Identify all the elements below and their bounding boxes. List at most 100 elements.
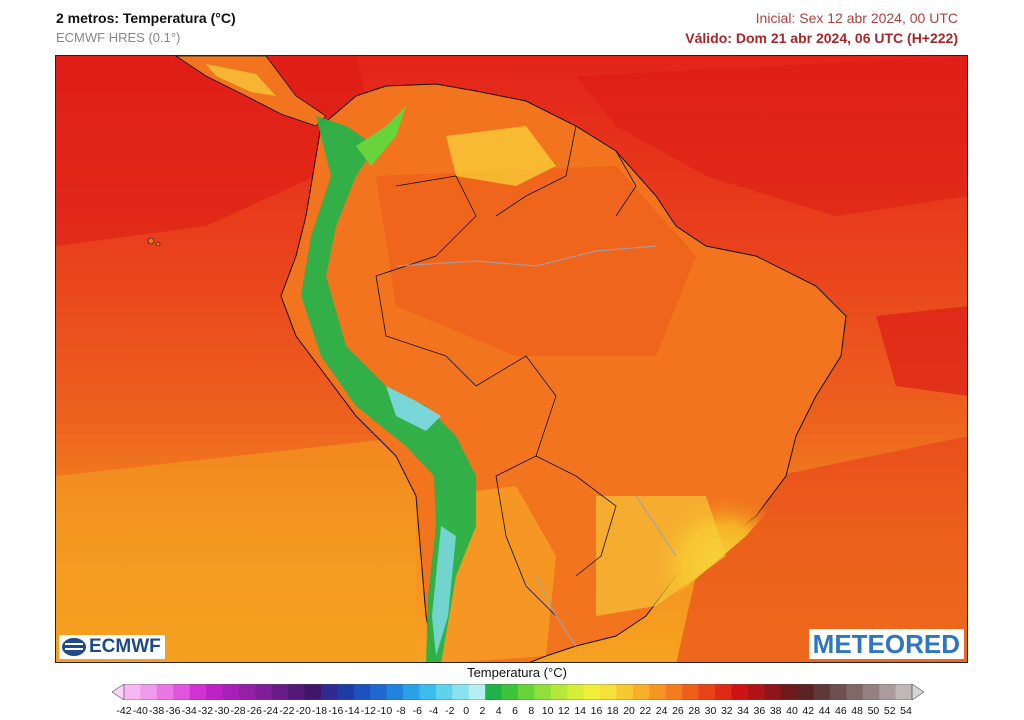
legend-tick-label: 42 — [802, 705, 815, 717]
legend-tick-label: -32 — [197, 705, 214, 717]
colorbar-swatch — [206, 684, 223, 700]
legend-tick-label: -16 — [328, 705, 344, 717]
header-right: Inicial: Sex 12 abr 2024, 00 UTC Válido:… — [685, 8, 958, 48]
legend-tick-label: 14 — [574, 705, 586, 717]
legend-tick-label: 44 — [818, 705, 831, 717]
colorbar-swatch — [124, 684, 141, 700]
legend-tick-label: -38 — [148, 705, 165, 717]
colorbar-swatch — [288, 684, 306, 700]
legend-tick-label: 40 — [786, 705, 798, 717]
meteored-logo: METEORED — [808, 629, 964, 659]
colorbar-swatch — [173, 684, 191, 700]
temperature-colorbar — [112, 684, 924, 700]
colorbar-swatch — [353, 684, 371, 700]
legend-tick-label: -18 — [311, 705, 328, 717]
colorbar-swatch — [518, 684, 535, 700]
colorbar-swatch — [715, 684, 732, 700]
colorbar-swatch — [419, 684, 437, 700]
legend-tick-label: 26 — [672, 705, 684, 717]
ecmwf-icon — [62, 638, 86, 656]
colorbar-swatch — [649, 684, 667, 700]
country-borders — [375, 125, 637, 617]
colorbar-swatch — [698, 684, 716, 700]
legend-tick-label: -6 — [412, 705, 422, 717]
colorbar-swatch — [337, 684, 355, 700]
rivers — [395, 245, 677, 647]
colorbar-swatch — [550, 684, 568, 700]
legend-tick-label: -8 — [396, 705, 406, 717]
map-canvas — [56, 56, 967, 662]
temperature-map[interactable]: ECMWF METEORED — [55, 55, 968, 663]
valid-time: Válido: Dom 21 abr 2024, 06 UTC (H+222) — [685, 30, 958, 46]
legend-tick-label: -22 — [279, 705, 295, 717]
legend-tick-label: -36 — [165, 705, 181, 717]
legend-tick-label: 46 — [834, 705, 847, 717]
legend-tick-label: 50 — [867, 705, 880, 717]
legend-tick-label: 0 — [463, 705, 470, 717]
colorbar-swatch — [140, 684, 158, 700]
legend-tick-label: 54 — [900, 705, 912, 717]
colorbar-swatch — [189, 684, 207, 700]
legend-tick-label: -4 — [428, 705, 439, 717]
colorbar-swatch — [829, 684, 847, 700]
atlantic-hot-zone — [576, 56, 967, 216]
legend-tick-label: -12 — [360, 705, 376, 717]
colorbar-min-arrow — [112, 684, 125, 700]
legend-tick-label: 28 — [688, 705, 701, 717]
colorbar-swatch — [600, 684, 617, 700]
colorbar-swatch — [485, 684, 503, 700]
legend-tick-label: -20 — [295, 705, 311, 717]
colorbar-swatch — [238, 684, 256, 700]
southern-andes-cold — [432, 526, 456, 656]
colorbar-swatch — [386, 684, 404, 700]
colorbar-swatch — [321, 684, 338, 700]
legend-tick-label: 32 — [720, 705, 733, 717]
legend-tick-label: 18 — [606, 705, 619, 717]
colorbar-swatch — [435, 684, 453, 700]
colorbar-swatch — [632, 684, 650, 700]
colorbar-swatch — [452, 684, 470, 700]
colorbar-max-arrow — [911, 684, 924, 700]
legend-tick-label: 16 — [590, 705, 603, 717]
colorbar-swatch — [813, 684, 831, 700]
legend-tick-label: 38 — [769, 705, 782, 717]
legend-tick-label: -34 — [181, 705, 197, 717]
central-america-highland — [206, 64, 276, 96]
legend-tick-label: -2 — [445, 705, 455, 717]
legend-tick-label: 12 — [558, 705, 570, 717]
colorbar-swatch — [156, 684, 174, 700]
andes-north — [356, 106, 406, 166]
colorbar-swatch — [534, 684, 552, 700]
colorbar-swatch — [271, 684, 289, 700]
legend-tick-label: -10 — [377, 705, 393, 717]
galapagos-islands — [147, 237, 155, 245]
colorbar-swatch — [567, 684, 585, 700]
legend-tick-label: -24 — [263, 705, 279, 717]
colorbar-swatch — [616, 684, 634, 700]
ecmwf-logo: ECMWF — [59, 635, 165, 659]
model-label: ECMWF HRES (0.1°) — [56, 30, 181, 45]
amazon-warm-zone — [376, 166, 696, 356]
legend-tick-label: 2 — [479, 705, 486, 717]
colorbar-swatch — [862, 684, 880, 700]
colorbar-border — [123, 684, 913, 700]
legend-tick-label: -28 — [230, 705, 246, 717]
colorbar-swatch — [731, 684, 749, 700]
legend-tick-label: 20 — [623, 705, 635, 717]
legend-title: Temperatura (°C) — [467, 665, 567, 680]
ecmwf-logo-text: ECMWF — [89, 636, 161, 657]
altiplano-cold — [386, 386, 441, 431]
legend-tick-label: -30 — [214, 705, 230, 717]
legend-tick-label: 6 — [512, 705, 518, 717]
colorbar-swatch — [797, 684, 814, 700]
legend-tick-label: 8 — [528, 705, 535, 717]
legend-tick-label: -42 — [116, 705, 132, 717]
header-left: 2 metros: Temperatura (°C) ECMWF HRES (0… — [56, 8, 236, 48]
legend-tick-label: 30 — [704, 705, 717, 717]
legend-tick-label: -26 — [246, 705, 262, 717]
south-pacific-cool — [56, 436, 416, 662]
colorbar-swatch — [682, 684, 700, 700]
legend-tick-label: 10 — [541, 705, 554, 717]
legend-tick-label: 48 — [851, 705, 863, 717]
colorbar-swatch — [780, 684, 798, 700]
